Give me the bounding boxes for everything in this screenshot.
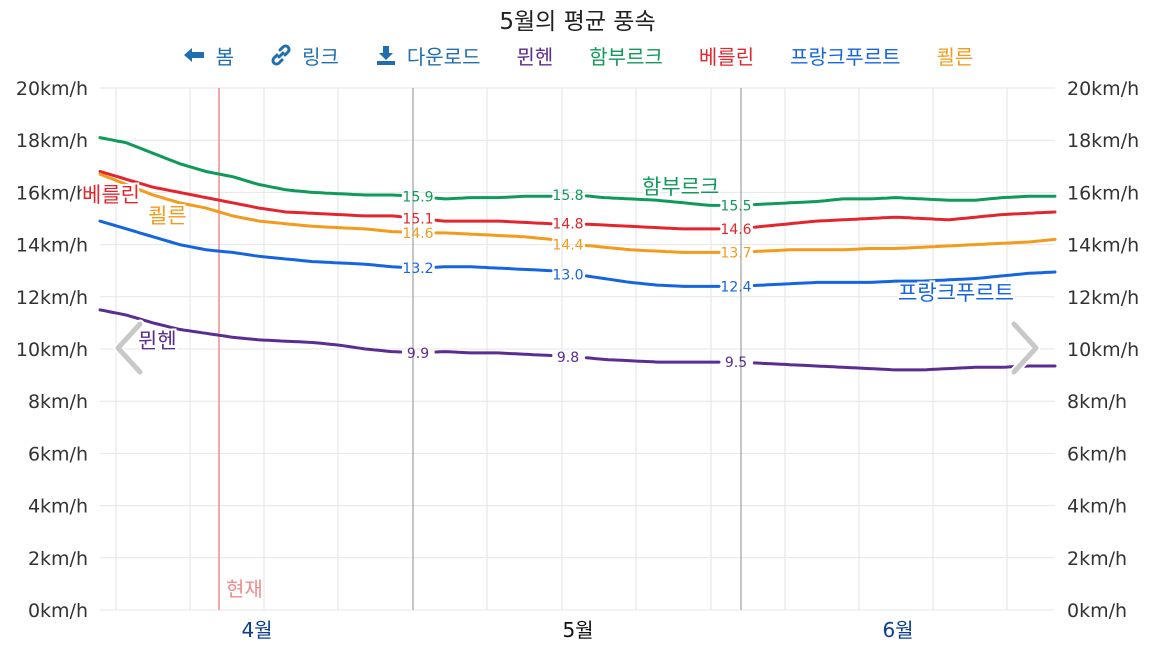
- series-annotation-munich: 뮌헨: [138, 329, 177, 353]
- arrow-left-icon: [183, 48, 204, 62]
- series-line-cologne: [434, 231, 553, 241]
- data-label-munich: 9.8: [557, 350, 579, 366]
- series-line-cologne: [752, 237, 1057, 254]
- series-line-hamburg: [98, 136, 403, 197]
- data-label-munich: 9.5: [725, 355, 747, 371]
- legend-munich-label: 뮌헨: [516, 44, 554, 69]
- download-label: 다운로드: [406, 44, 481, 69]
- series-annotation-cologne: 쾰른: [148, 204, 187, 228]
- data-label-berlin: 14.6: [720, 222, 751, 238]
- month-label: 6월: [882, 618, 913, 642]
- data-label-hamburg: 15.8: [552, 188, 583, 204]
- month-label: 5월: [562, 618, 593, 642]
- y-tick-label-left: 8km/h: [28, 391, 88, 413]
- data-label-hamburg: 15.9: [402, 189, 433, 205]
- y-tick-label-right: 10km/h: [1067, 339, 1139, 361]
- series-line-hamburg: [434, 194, 553, 201]
- y-tick-label-left: 2km/h: [28, 548, 88, 570]
- series-line-berlin: [584, 222, 721, 231]
- link-label: 링크: [302, 44, 339, 69]
- data-label-frankfurt: 12.4: [720, 279, 751, 295]
- y-tick-label-left: 6km/h: [28, 443, 88, 465]
- y-tick-label-left: 14km/h: [16, 235, 88, 257]
- view-label: 봄: [215, 44, 235, 69]
- y-tick-label-right: 4km/h: [1067, 496, 1127, 518]
- series-annotation-hamburg: 함부르크: [642, 175, 719, 199]
- y-tick-label-right: 12km/h: [1067, 287, 1139, 309]
- data-label-frankfurt: 13.0: [552, 268, 583, 284]
- series-line-munich: [98, 308, 403, 354]
- y-tick-label-right: 20km/h: [1067, 78, 1139, 100]
- series-line-munich: [434, 350, 553, 357]
- legend-cologne[interactable]: 쾰른: [937, 41, 974, 70]
- link-icon: [271, 44, 291, 66]
- y-tick-label-right: 0km/h: [1067, 600, 1127, 622]
- data-label-hamburg: 15.5: [720, 198, 751, 214]
- y-tick-label-left: 18km/h: [16, 130, 88, 152]
- chevron-right-icon: [1009, 319, 1041, 377]
- series-annotation-frankfurt: 프랑크푸르트: [898, 281, 1014, 305]
- month-label: 4월: [241, 618, 272, 642]
- data-label-munich: 9.9: [407, 346, 429, 362]
- legend-cologne-label: 쾰른: [936, 44, 974, 69]
- y-tick-label-left: 16km/h: [16, 182, 88, 204]
- legend-frankfurt[interactable]: 프랑크푸르트: [790, 41, 900, 70]
- data-label-berlin: 15.1: [402, 212, 433, 228]
- chart-title: 5월의 평균 풍속: [499, 9, 656, 35]
- legend-munich[interactable]: 뮌헨: [516, 41, 553, 70]
- y-tick-label-right: 6km/h: [1067, 443, 1127, 465]
- y-tick-label-left: 20km/h: [16, 78, 88, 100]
- y-tick-label-right: 8km/h: [1067, 391, 1127, 413]
- y-tick-label-left: 10km/h: [16, 339, 88, 361]
- next-month-button[interactable]: [1006, 318, 1046, 378]
- data-label-cologne: 13.7: [720, 245, 751, 261]
- legend-frankfurt-label: 프랑크푸르트: [790, 44, 901, 69]
- y-tick-label-right: 2km/h: [1067, 548, 1127, 570]
- series-line-berlin: [752, 210, 1057, 229]
- series-line-hamburg: [584, 194, 721, 207]
- series-line-frankfurt: [752, 270, 1057, 287]
- data-label-cologne: 14.4: [552, 238, 583, 254]
- link-button[interactable]: 링크: [270, 41, 339, 70]
- y-tick-label-right: 18km/h: [1067, 130, 1139, 152]
- y-tick-label-left: 4km/h: [28, 496, 88, 518]
- series-line-frankfurt: [584, 274, 721, 288]
- data-label-cologne: 14.6: [402, 226, 433, 242]
- series-line-cologne: [584, 244, 721, 254]
- y-tick-label-left: 12km/h: [16, 287, 88, 309]
- data-label-frankfurt: 13.2: [402, 261, 433, 277]
- series-line-cologne: [98, 172, 403, 234]
- series-annotation-berlin: 베를린: [82, 183, 140, 207]
- view-button[interactable]: 봄: [182, 41, 234, 70]
- legend-toolbar: 봄 링크 다운로드 뮌헨 함부르크 베를린 프랑크푸르트 쾰른: [0, 40, 1155, 70]
- current-date-label: 현재: [226, 577, 263, 601]
- series-line-munich: [752, 361, 1057, 372]
- y-tick-label-right: 14km/h: [1067, 235, 1139, 257]
- legend-hamburg-label: 함부르크: [589, 44, 663, 69]
- series-line-berlin: [98, 170, 403, 219]
- series-line-frankfurt: [434, 265, 553, 273]
- series-line-frankfurt: [98, 219, 403, 269]
- series-line-berlin: [434, 218, 553, 226]
- download-icon: [376, 46, 395, 65]
- data-label-berlin: 14.8: [552, 217, 583, 233]
- y-tick-label-right: 16km/h: [1067, 182, 1139, 204]
- prev-month-button[interactable]: [108, 318, 148, 378]
- legend-hamburg[interactable]: 함부르크: [589, 41, 663, 70]
- series-line-munich: [584, 356, 721, 364]
- y-tick-label-left: 0km/h: [28, 600, 88, 622]
- legend-berlin-label: 베를린: [698, 44, 755, 69]
- chevron-left-icon: [113, 319, 145, 377]
- legend-berlin[interactable]: 베를린: [699, 41, 754, 70]
- series-line-hamburg: [752, 194, 1057, 207]
- download-button[interactable]: 다운로드: [375, 41, 481, 70]
